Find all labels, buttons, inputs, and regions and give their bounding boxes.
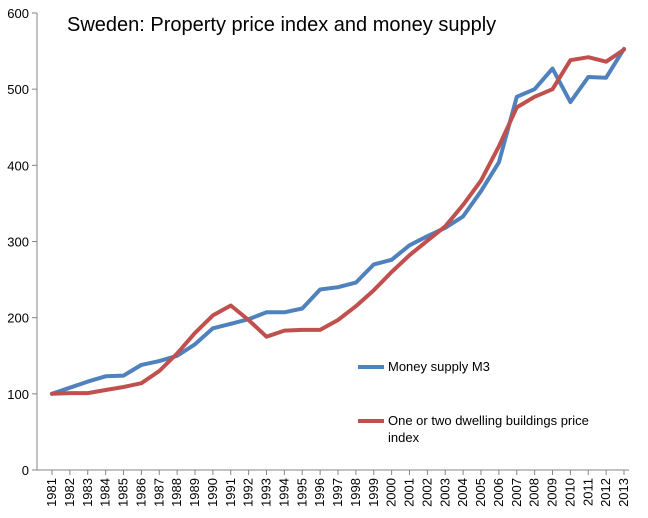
x-tick-label: 2008 [527, 478, 542, 507]
x-tick-label: 2005 [473, 478, 488, 507]
x-tick-label: 2013 [616, 478, 631, 507]
y-tick-label: 500 [7, 82, 29, 97]
x-tick-label: 1982 [62, 478, 77, 507]
y-tick-label: 300 [7, 235, 29, 250]
x-tick-label: 1983 [80, 478, 95, 507]
legend: Money supply M3 One or two dwelling build… [358, 359, 589, 445]
legend-label-0: Money supply M3 [388, 359, 490, 374]
series-line-0 [50, 46, 626, 396]
x-axis: 1981 1982 1983 1984 1985 1986 1987 1988 1989 1990… [37, 469, 631, 507]
x-tick-label: 2010 [562, 478, 577, 507]
x-tick-label: 2006 [491, 478, 506, 507]
x-tick-label: 1987 [151, 478, 166, 507]
legend-label-1: One or two dwelling buildings price index [388, 413, 589, 445]
x-tick-label: 1991 [223, 478, 238, 507]
x-tick-label: 1986 [133, 478, 148, 507]
x-tick-label: 2002 [419, 478, 434, 507]
x-tick-label: 2004 [455, 478, 470, 507]
chart-title: Sweden: Property price index and money s… [67, 14, 496, 36]
x-tick-label: 2000 [384, 478, 399, 507]
x-tick-label: 1988 [169, 478, 184, 507]
y-tick-label: 100 [7, 387, 29, 402]
y-tick-label: 200 [7, 311, 29, 326]
x-tick-label: 1992 [241, 478, 256, 507]
series-line-1 [50, 47, 626, 396]
x-tick-label: 1996 [312, 478, 327, 507]
x-tick-label: 1989 [187, 478, 202, 507]
x-tick-label: 1994 [276, 478, 291, 507]
x-tick-label: 2011 [580, 478, 595, 506]
y-tick-label: 400 [7, 158, 29, 173]
y-axis: 0 100 200 300 400 500 600 [7, 6, 38, 478]
y-tick-label: 600 [7, 6, 29, 21]
series-lines [50, 46, 626, 396]
x-tick-label: 1981 [44, 478, 59, 507]
x-tick-label: 1985 [116, 478, 131, 507]
x-tick-label: 1995 [294, 478, 309, 507]
x-tick-label: 2001 [402, 478, 417, 507]
x-tick-label: 1993 [259, 478, 274, 507]
x-tick-label: 1997 [330, 478, 345, 507]
y-tick-label: 0 [22, 463, 29, 478]
x-tick-label: 2003 [437, 478, 452, 507]
x-tick-label: 2012 [598, 478, 613, 507]
x-tick-label: 2009 [545, 478, 560, 507]
x-tick-label: 1998 [348, 478, 363, 507]
x-tick-label: 1999 [366, 478, 381, 507]
x-tick-label: 1990 [205, 478, 220, 507]
x-tick-label: 2007 [509, 478, 524, 507]
x-tick-label: 1984 [98, 478, 113, 507]
